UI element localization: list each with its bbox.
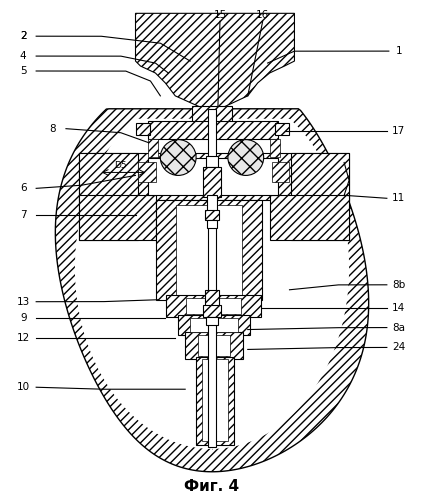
Text: 8: 8 [50,124,57,134]
Text: 5: 5 [20,66,26,76]
Text: 15: 15 [213,10,227,20]
Polygon shape [203,304,221,316]
Text: 7: 7 [20,210,26,220]
Polygon shape [206,316,218,324]
Polygon shape [275,122,289,134]
Polygon shape [156,200,262,300]
Text: 8a: 8a [392,322,405,332]
Polygon shape [208,109,216,447]
Polygon shape [207,196,217,213]
Polygon shape [79,152,349,200]
Polygon shape [202,360,228,441]
Text: 17: 17 [392,126,405,136]
Text: 4: 4 [20,51,26,61]
Polygon shape [192,106,232,128]
Text: 8b: 8b [392,280,405,290]
Text: 24: 24 [392,342,405,352]
Polygon shape [198,334,230,356]
Polygon shape [75,118,349,449]
Polygon shape [206,156,218,168]
Polygon shape [272,162,289,182]
Text: 12: 12 [17,332,30,342]
Polygon shape [207,220,217,228]
Text: Фиг. 4: Фиг. 4 [184,479,240,494]
Text: 6: 6 [20,184,26,194]
Polygon shape [139,162,156,182]
Polygon shape [55,109,368,472]
Polygon shape [205,290,219,308]
Polygon shape [148,158,278,196]
Polygon shape [292,152,349,240]
Polygon shape [196,358,234,445]
Text: 9: 9 [20,312,26,322]
Polygon shape [205,210,219,220]
Polygon shape [269,138,280,156]
Text: 2: 2 [20,31,26,41]
Polygon shape [203,168,221,198]
Polygon shape [148,120,278,138]
Text: 13: 13 [17,296,30,306]
Polygon shape [190,318,238,332]
Text: 1: 1 [395,46,402,56]
Polygon shape [79,196,156,240]
Polygon shape [176,205,242,294]
Polygon shape [269,196,349,240]
Polygon shape [148,138,159,156]
Text: 11: 11 [392,194,405,203]
Polygon shape [79,152,139,240]
Text: 16: 16 [256,10,269,20]
Polygon shape [136,14,295,111]
Text: 10: 10 [17,382,30,392]
Polygon shape [186,298,241,314]
Text: D5: D5 [114,162,127,170]
Text: 2: 2 [20,31,26,41]
Polygon shape [136,122,150,134]
Polygon shape [185,332,243,359]
Polygon shape [166,294,261,316]
Text: 14: 14 [392,302,405,312]
Circle shape [160,140,196,175]
Polygon shape [178,314,250,334]
Circle shape [228,140,264,175]
